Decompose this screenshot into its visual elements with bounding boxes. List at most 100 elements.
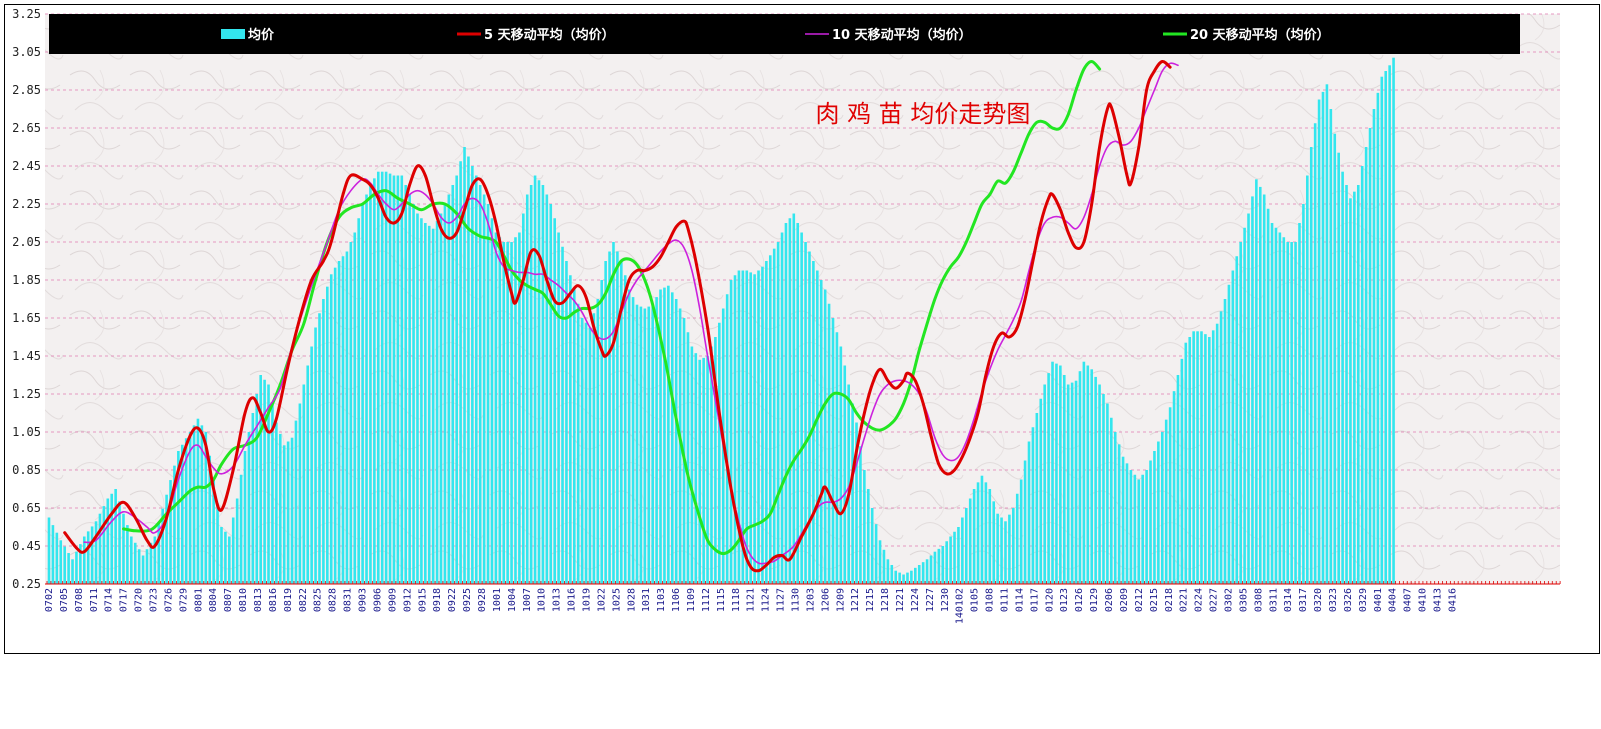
price-bar-160 — [674, 299, 678, 584]
price-bar-212 — [878, 540, 882, 584]
x-tick-label-14: 0813 — [253, 588, 264, 612]
price-bar-301 — [1227, 284, 1231, 584]
price-bar-108 — [471, 166, 474, 584]
price-bar-207 — [859, 446, 862, 584]
x-tick-label-13: 0810 — [238, 588, 249, 612]
price-bar-100 — [439, 213, 443, 584]
price-bar-107 — [467, 156, 470, 584]
legend-label-1: 5 天移动平均（均价） — [484, 27, 615, 43]
x-tick-label-83: 0314 — [1283, 588, 1294, 612]
price-bar-204 — [847, 384, 850, 584]
x-tick-label-64: 0111 — [1000, 588, 1011, 612]
price-bar-27 — [153, 536, 157, 584]
x-tick-label-8: 0726 — [163, 588, 174, 612]
price-bar-180 — [753, 274, 756, 584]
x-tick-label-22: 0906 — [372, 588, 383, 612]
x-tick-label-55: 1215 — [865, 588, 876, 612]
x-tick-label-30: 1001 — [492, 588, 503, 612]
price-bar-293 — [1196, 331, 1199, 584]
y-tick-label-5: 1.25 — [12, 387, 41, 401]
price-bar-122 — [525, 194, 529, 584]
x-tick-label-79: 0302 — [1223, 588, 1234, 612]
price-bar-140 — [596, 299, 600, 584]
x-tick-label-58: 1224 — [910, 588, 921, 612]
price-bar-59 — [278, 433, 282, 584]
price-bar-130 — [557, 232, 560, 584]
price-bar-185 — [772, 248, 776, 584]
price-bar-154 — [651, 304, 654, 584]
price-bar-254 — [1043, 384, 1046, 584]
price-bar-102 — [447, 194, 451, 584]
price-bar-32 — [173, 465, 176, 584]
chart-title: 肉 鸡 苗 均价走势图 — [816, 100, 1031, 128]
x-tick-label-75: 0218 — [1164, 588, 1175, 612]
price-bar-16 — [110, 493, 114, 584]
price-bar-76 — [345, 251, 349, 584]
price-bar-206 — [855, 422, 858, 584]
price-bar-101 — [443, 204, 447, 584]
price-bar-65 — [302, 384, 306, 584]
price-bar-135 — [576, 303, 580, 584]
legend-label-2: 10 天移动平均（均价） — [832, 27, 972, 43]
price-bar-82 — [369, 185, 372, 584]
price-bar-302 — [1231, 270, 1235, 584]
price-bar-253 — [1039, 398, 1043, 584]
price-bar-167 — [702, 357, 705, 584]
price-bar-72 — [329, 274, 333, 584]
x-tick-label-77: 0224 — [1194, 588, 1205, 612]
price-bar-78 — [353, 232, 357, 584]
price-bar-244 — [1004, 521, 1007, 584]
price-bar-202 — [839, 346, 843, 584]
price-bar-118 — [510, 242, 513, 584]
price-bar-178 — [745, 270, 749, 584]
price-bar-318 — [1294, 242, 1297, 584]
x-tick-label-61: 140102 — [955, 588, 966, 624]
price-bar-115 — [498, 237, 502, 584]
price-bar-9 — [82, 536, 86, 584]
legend-swatch-0 — [221, 29, 245, 39]
price-bar-235 — [968, 498, 972, 584]
ma20-line — [122, 60, 1102, 556]
price-bar-47 — [231, 517, 235, 584]
price-bar-152 — [643, 308, 647, 584]
price-bar-304 — [1239, 242, 1242, 584]
x-tick-label-25: 0915 — [417, 588, 428, 612]
price-bar-69 — [318, 313, 321, 584]
price-bar-333 — [1353, 191, 1356, 584]
price-bar-203 — [843, 365, 847, 584]
price-bar-110 — [478, 185, 482, 584]
price-bar-112 — [486, 204, 490, 584]
price-bar-126 — [541, 185, 545, 584]
price-bar-147 — [623, 275, 627, 584]
price-bar-192 — [800, 232, 803, 584]
x-tick-label-42: 1106 — [671, 588, 682, 612]
price-bar-295 — [1204, 334, 1207, 584]
x-tick-label-86: 0323 — [1328, 588, 1339, 612]
price-bar-218 — [902, 574, 905, 584]
x-tick-label-1: 0705 — [59, 588, 70, 612]
price-bar-79 — [357, 218, 360, 584]
price-bar-141 — [600, 280, 604, 584]
price-bar-243 — [1000, 517, 1003, 584]
x-tick-label-33: 1010 — [537, 588, 548, 612]
price-bar-223 — [921, 562, 925, 584]
x-tick-label-90: 0404 — [1388, 588, 1399, 612]
x-tick-label-40: 1031 — [641, 588, 652, 612]
x-tick-label-18: 0825 — [313, 588, 324, 612]
price-bar-320 — [1302, 204, 1305, 584]
price-bar-260 — [1066, 384, 1070, 584]
price-bar-29 — [161, 508, 164, 584]
price-bar-342 — [1388, 65, 1391, 585]
price-bar-299 — [1219, 311, 1223, 584]
x-tick-label-0: 0702 — [44, 588, 55, 612]
x-tick-label-39: 1028 — [626, 588, 637, 612]
x-tick-label-63: 0108 — [985, 588, 996, 612]
price-bar-292 — [1192, 331, 1195, 584]
price-bar-12 — [94, 521, 98, 584]
price-bar-329 — [1337, 152, 1340, 584]
x-tick-label-87: 0326 — [1343, 588, 1354, 612]
price-bar-33 — [177, 451, 180, 584]
x-tick-label-59: 1227 — [925, 588, 936, 612]
price-bar-3 — [59, 540, 63, 584]
price-bar-173 — [725, 294, 729, 584]
